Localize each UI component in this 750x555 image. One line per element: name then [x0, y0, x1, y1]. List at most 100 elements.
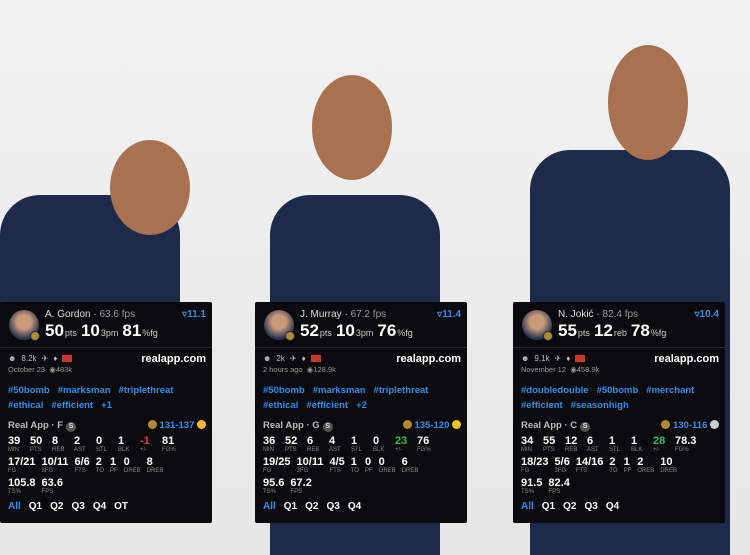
- card-header: J. Murray · 67.2 fps ▿11.4 52pts 103pm 76%fg: [255, 302, 467, 348]
- headline-value: 52: [300, 321, 319, 340]
- stat-value: 23: [395, 435, 408, 447]
- tab-q4[interactable]: Q4: [605, 501, 620, 512]
- hashtag[interactable]: #efficient: [306, 400, 349, 411]
- site-link[interactable]: realapp.com: [141, 352, 206, 365]
- nuggets-logo-icon: [147, 420, 157, 429]
- stat: 6 DREB: [402, 456, 419, 474]
- badge-icon: ✈: [289, 354, 297, 363]
- tab-q3[interactable]: Q3: [71, 501, 85, 512]
- headline-value: 12: [593, 321, 613, 340]
- headline-value: 10: [80, 321, 100, 340]
- tab-q1[interactable]: Q1: [541, 501, 556, 512]
- stat-label: DREB: [401, 468, 419, 474]
- stat: 10/11 3FG: [297, 456, 324, 474]
- player-stat-card[interactable]: J. Murray · 67.2 fps ▿11.4 52pts 103pm 76%fg…: [255, 302, 467, 523]
- stat-label: FG: [263, 468, 272, 474]
- stat: 67.2 FPS: [290, 477, 311, 495]
- social-row: ☻ 9.1k ✈ ♦ realapp.com: [521, 352, 719, 365]
- trend-value: 10.4: [699, 309, 719, 320]
- tab-q3[interactable]: Q3: [326, 501, 340, 512]
- tab-q1[interactable]: Q1: [283, 501, 298, 512]
- stat-label: OREB: [123, 468, 141, 474]
- trend-score: ▿11.1: [182, 309, 206, 320]
- player-name-text: A. Gordon: [45, 309, 91, 320]
- stat-label: OREB: [637, 468, 655, 474]
- header-main: A. Gordon · 63.6 fps ▿11.1 50pts 103pm 81%fg: [45, 309, 206, 343]
- headline-unit: reb: [613, 328, 627, 338]
- headline-value: 55: [558, 321, 577, 340]
- tab-all[interactable]: All: [8, 501, 21, 512]
- hashtag[interactable]: #merchant: [646, 385, 695, 396]
- hashtag[interactable]: #50bomb: [8, 385, 50, 396]
- stat: 10 DREB: [660, 456, 677, 474]
- reactions-row[interactable]: ☻ 9.1k ✈ ♦: [521, 354, 586, 363]
- hashtag[interactable]: #triplethreat: [373, 385, 429, 396]
- hashtag[interactable]: #seasonhigh: [570, 400, 629, 411]
- headline-unit: pts: [319, 328, 332, 338]
- stat-label: DREB: [146, 468, 164, 474]
- stat-label: TS%: [8, 489, 22, 495]
- game-score[interactable]: 130-116: [661, 420, 719, 432]
- headline-unit: 3pm: [355, 328, 374, 338]
- opponent-logo-icon: [197, 420, 206, 429]
- tab-q1[interactable]: Q1: [28, 501, 43, 512]
- hashtag[interactable]: #triplethreat: [118, 385, 174, 396]
- tab-all[interactable]: All: [263, 501, 276, 512]
- tab-q2[interactable]: Q2: [50, 501, 64, 512]
- stat: 0 OREB: [379, 456, 396, 474]
- hashtag[interactable]: +1: [101, 400, 112, 411]
- hashtag[interactable]: #50bomb: [596, 385, 639, 396]
- tab-q4[interactable]: Q4: [92, 501, 107, 512]
- team-logo-icon: [30, 331, 40, 341]
- reactions-row[interactable]: ☻ 8.2k ✈ ♦: [8, 354, 73, 363]
- tab-ot[interactable]: OT: [114, 501, 129, 512]
- reactions-row[interactable]: ☻ 2k ✈ ♦: [263, 354, 321, 363]
- tab-all[interactable]: All: [521, 501, 534, 512]
- hashtag[interactable]: #ethical: [263, 400, 299, 411]
- opponent-logo-icon: [452, 420, 461, 429]
- game-score[interactable]: 131-137: [147, 420, 206, 432]
- stat-label: PTS: [285, 447, 297, 453]
- stat-row: 95.6 TS% 67.2 FPS: [263, 477, 461, 495]
- player-stat-card[interactable]: N. Jokić · 82.4 fps ▿10.4 55pts 12reb 78%fg ☻…: [513, 302, 725, 523]
- stat-value: 6: [307, 435, 314, 447]
- stat-value: 91.5: [521, 477, 543, 489]
- stat: 4 AST: [329, 435, 351, 453]
- hashtag[interactable]: #marksman: [57, 385, 111, 396]
- stat-label: PTS: [543, 447, 555, 453]
- stat-value: 78.3: [675, 435, 697, 447]
- stat: 17/21 FG: [8, 456, 36, 474]
- stat: 6/6 FTS: [74, 456, 89, 474]
- stat-label: STL: [351, 447, 363, 453]
- hashtag[interactable]: #efficient: [51, 400, 94, 411]
- site-link[interactable]: realapp.com: [654, 352, 719, 365]
- tab-q2[interactable]: Q2: [563, 501, 577, 512]
- smiley-icon: ☻: [263, 354, 272, 363]
- hashtag[interactable]: #50bomb: [263, 385, 305, 396]
- stat-label: FTS: [575, 468, 588, 474]
- hashtag[interactable]: #efficient: [521, 400, 563, 411]
- hashtag[interactable]: #ethical: [8, 400, 44, 411]
- site-link[interactable]: realapp.com: [396, 352, 461, 365]
- stat-value: 4: [329, 435, 336, 447]
- s-badge: S: [66, 422, 77, 432]
- tab-q4[interactable]: Q4: [347, 501, 362, 512]
- hashtag[interactable]: #marksman: [312, 385, 366, 396]
- header-main: J. Murray · 67.2 fps ▿11.4 52pts 103pm 76%fg: [300, 309, 461, 343]
- player-stat-card[interactable]: A. Gordon · 63.6 fps ▿11.1 50pts 103pm 81%fg…: [0, 302, 212, 523]
- stat: 55 PTS: [543, 435, 565, 453]
- game-score[interactable]: 135-120: [402, 420, 461, 432]
- stat: 0 STL: [96, 435, 118, 453]
- tab-q3[interactable]: Q3: [584, 501, 598, 512]
- stat: 4/5 FTS: [329, 456, 344, 474]
- stat-label: FG%: [162, 447, 176, 453]
- hashtag[interactable]: #doubledouble: [521, 385, 589, 396]
- stat: 2 TO: [96, 456, 104, 474]
- stat-label: FG: [521, 468, 530, 474]
- tab-q2[interactable]: Q2: [305, 501, 319, 512]
- stat-value: 1: [350, 456, 357, 468]
- photo-head-left: [110, 140, 190, 235]
- hashtag[interactable]: +2: [356, 400, 367, 411]
